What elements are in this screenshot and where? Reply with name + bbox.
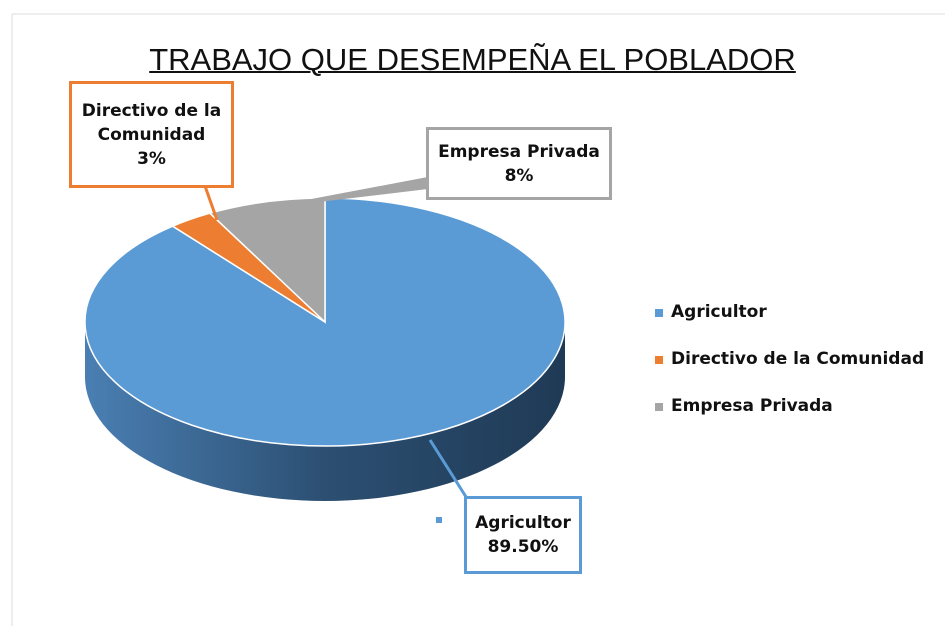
data-label-value: 8% [504,165,534,186]
data-label: Empresa Privada 8% [426,127,612,200]
data-label-name: Empresa Privada [438,141,600,162]
data-label-key [436,517,442,523]
data-label: Directivo de la Comunidad 3% [69,81,234,188]
data-label-name: Agricultor [475,513,571,533]
chart-title: TRABAJO QUE DESEMPEÑA EL POBLADOR [149,42,796,77]
data-label-value: 3% [137,148,166,169]
data-label-name: Directivo de la Comunidad [81,100,222,145]
data-label-value: 89.50% [487,537,559,557]
legend-label: Directivo de la Comunidad [671,349,925,369]
legend-key [655,356,663,364]
pie-side [85,322,565,501]
legend-key [655,309,663,317]
legend-label: Agricultor [671,302,767,322]
leader-line [203,185,219,221]
data-label: Agricultor 89.50% [464,496,582,574]
legend-label: Empresa Privada [671,396,833,416]
legend-key [655,403,663,411]
